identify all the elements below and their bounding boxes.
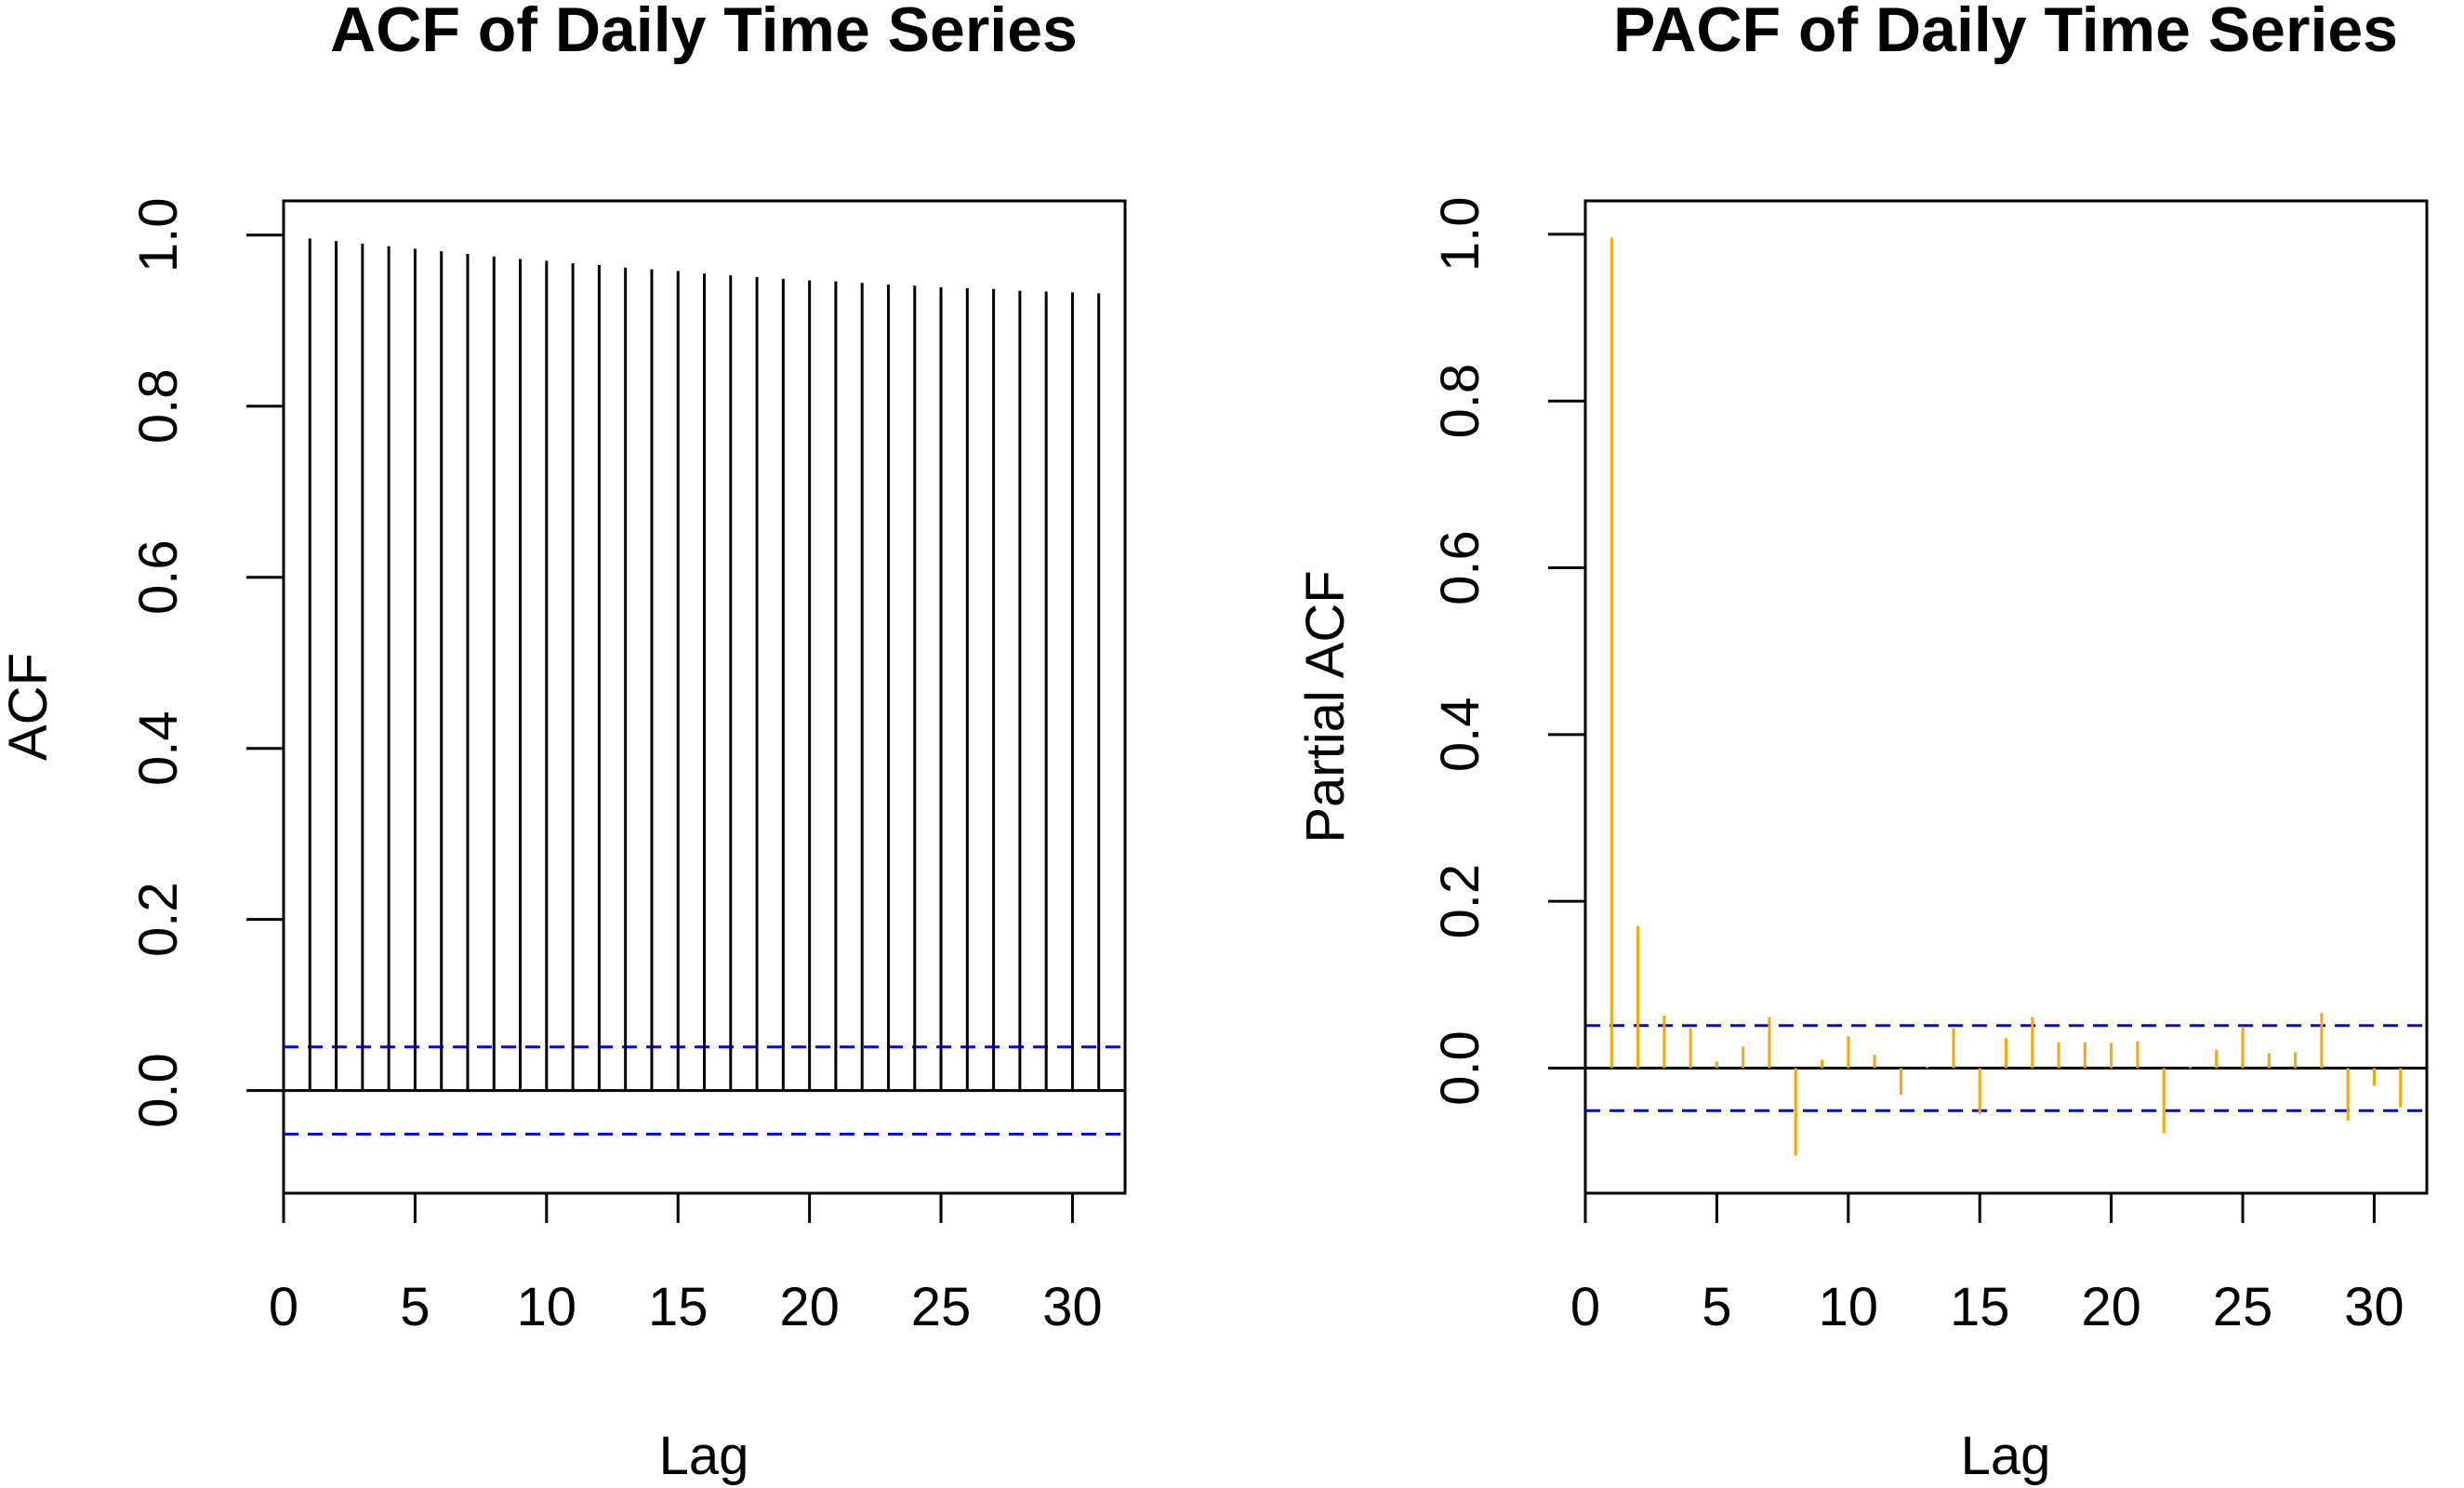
- acf-x-tick-label: 25: [911, 1277, 972, 1337]
- acf-y-axis-label: ACF: [0, 653, 59, 761]
- pacf-y-tick-label: 1.0: [1430, 197, 1490, 272]
- acf-x-tick-label: 15: [648, 1277, 709, 1337]
- pacf-x-tick-label: 20: [2081, 1277, 2141, 1337]
- pacf-marks: [1548, 199, 2429, 1223]
- pacf-x-tick-label: 10: [1819, 1277, 1879, 1337]
- acf-y-ticks: 0.0 0.2 0.4 0.6 0.8 1.0: [128, 197, 189, 1127]
- acf-y-tick-label: 0.0: [128, 1053, 189, 1128]
- acf-y-tick-label: 0.8: [128, 368, 189, 444]
- pacf-y-tick-label: 0.2: [1430, 864, 1490, 939]
- acf-plot-frame: [282, 199, 1127, 1195]
- acf-x-tick-label: 0: [269, 1277, 298, 1337]
- pacf-y-tick-label: 0.0: [1430, 1030, 1490, 1106]
- acf-x-axis-label: Lag: [659, 1426, 749, 1486]
- pacf-x-ticks: 0 5 10 15 20 25 30: [1570, 1277, 2404, 1337]
- pacf-y-ticks: 0.0 0.2 0.4 0.6 0.8 1.0: [1430, 197, 1490, 1106]
- acf-y-tick-label: 0.4: [128, 711, 189, 786]
- pacf-title: PACF of Daily Time Series: [1613, 0, 2398, 65]
- pacf-x-axis-label: Lag: [1961, 1426, 2051, 1486]
- acf-panel: ACF of Daily Time Series ACF Lag 0.0 0.2…: [0, 0, 1127, 1486]
- acf-x-tick-label: 5: [400, 1277, 430, 1337]
- pacf-y-tick-label: 0.6: [1430, 530, 1490, 605]
- pacf-x-tick-label: 0: [1570, 1277, 1600, 1337]
- acf-x-ticks: 0 5 10 15 20 25 30: [269, 1277, 1103, 1337]
- acf-marks: [246, 199, 1127, 1223]
- acf-x-tick-label: 20: [779, 1277, 840, 1337]
- pacf-x-tick-label: 15: [1950, 1277, 2010, 1337]
- pacf-y-tick-label: 0.8: [1430, 364, 1490, 439]
- acf-y-tick-label: 1.0: [128, 197, 189, 272]
- acf-y-tick-label: 0.2: [128, 882, 189, 957]
- acf-title: ACF of Daily Time Series: [330, 0, 1078, 65]
- pacf-x-tick-label: 5: [1702, 1277, 1731, 1337]
- pacf-plot-frame: [1583, 199, 2429, 1195]
- pacf-y-tick-label: 0.4: [1430, 698, 1490, 773]
- acf-x-tick-label: 10: [517, 1277, 577, 1337]
- pacf-y-axis-label: Partial ACF: [1295, 570, 1356, 843]
- pacf-x-tick-label: 25: [2213, 1277, 2273, 1337]
- pacf-x-tick-label: 30: [2344, 1277, 2404, 1337]
- acf-y-tick-label: 0.6: [128, 539, 189, 615]
- pacf-panel: PACF of Daily Time Series Partial ACF La…: [1295, 0, 2429, 1486]
- acf-x-tick-label: 30: [1042, 1277, 1103, 1337]
